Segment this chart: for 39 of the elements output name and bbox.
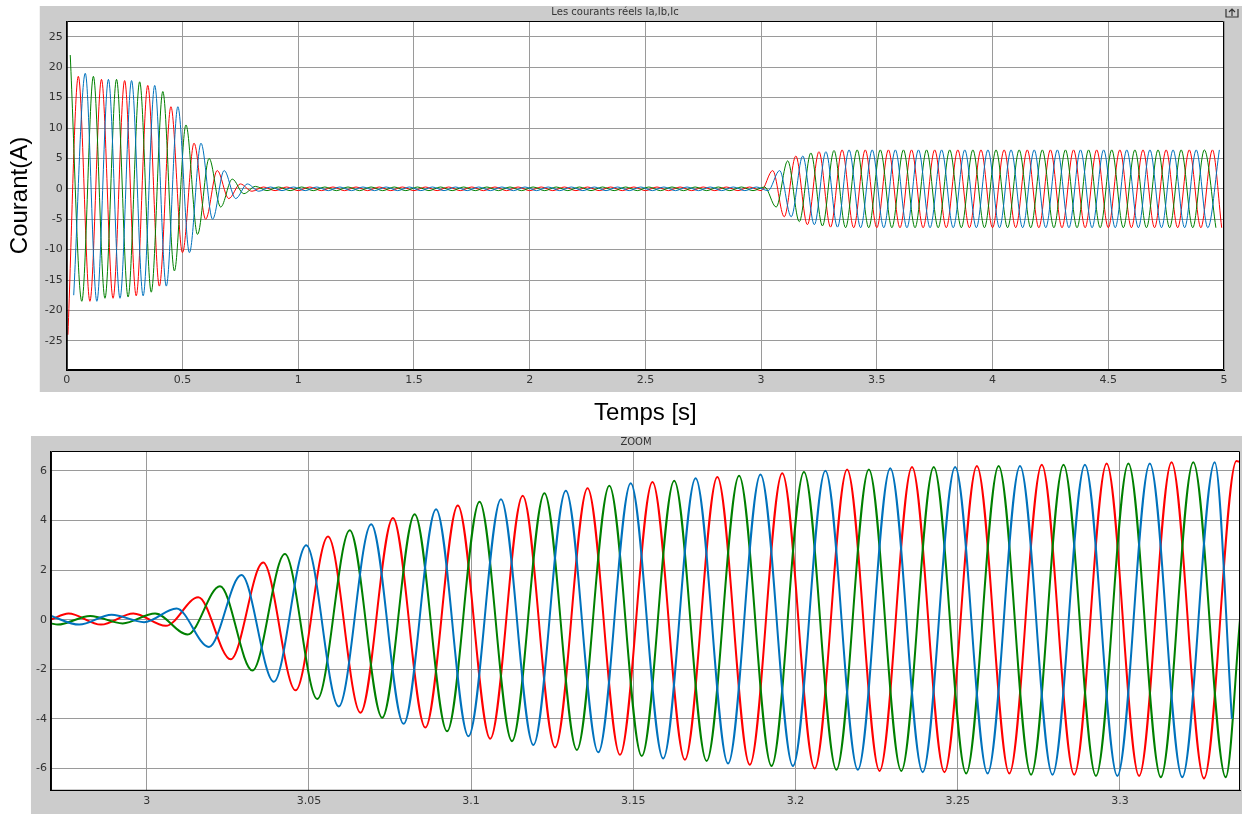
x-tick-label: 3.3 [1111,794,1129,808]
y-tick-label: -2 [36,662,47,676]
x-tick-label: 2 [526,373,534,387]
x-tick-label: 3.25 [945,794,970,808]
y-tick-label: 0 [39,612,47,626]
y-tick-label: 25 [48,29,63,43]
x-tick-label: 3.1 [462,794,480,808]
y-axis-title: Courant(A) [5,136,33,255]
y-tick-label: 10 [48,120,63,134]
y-tick-label: 6 [39,463,47,477]
x-tick-label: 3.2 [786,794,805,808]
y-tick-label: 20 [48,60,63,74]
y-tick-label: -5 [51,212,63,226]
y-tick-label: -6 [36,761,47,775]
x-tick-label: 4 [989,373,997,387]
y-tick-label: 0 [55,181,63,195]
x-axis-title: Temps [s] [594,398,697,426]
y-tick-label: -25 [44,333,63,347]
x-tick-label: 5 [1220,373,1228,387]
y-tick-label: 2 [39,562,47,576]
y-tick-label: 4 [39,513,47,527]
x-tick-label: 3 [143,794,151,808]
x-tick-label: 3.5 [868,373,886,387]
y-tick-label: -15 [44,272,63,286]
x-tick-label: 1.5 [405,373,423,387]
x-tick-label: 3 [757,373,765,387]
x-tick-label: 3.05 [296,794,322,808]
x-tick-label: 2.5 [636,373,655,387]
y-tick-label: 5 [55,151,63,165]
y-tick-label: -10 [44,242,63,256]
x-tick-label: 3.15 [621,794,646,808]
x-tick-label: 4.5 [1099,373,1118,387]
y-tick-label: 15 [48,90,63,104]
y-tick-label: -4 [36,711,47,725]
x-tick-label: 0.5 [173,373,192,387]
chart-title: ZOOM [620,435,652,447]
y-tick-label: -20 [44,303,63,317]
x-tick-label: 1 [294,373,302,387]
chart-title: Les courants réels Ia,Ib,Ic [551,5,679,17]
